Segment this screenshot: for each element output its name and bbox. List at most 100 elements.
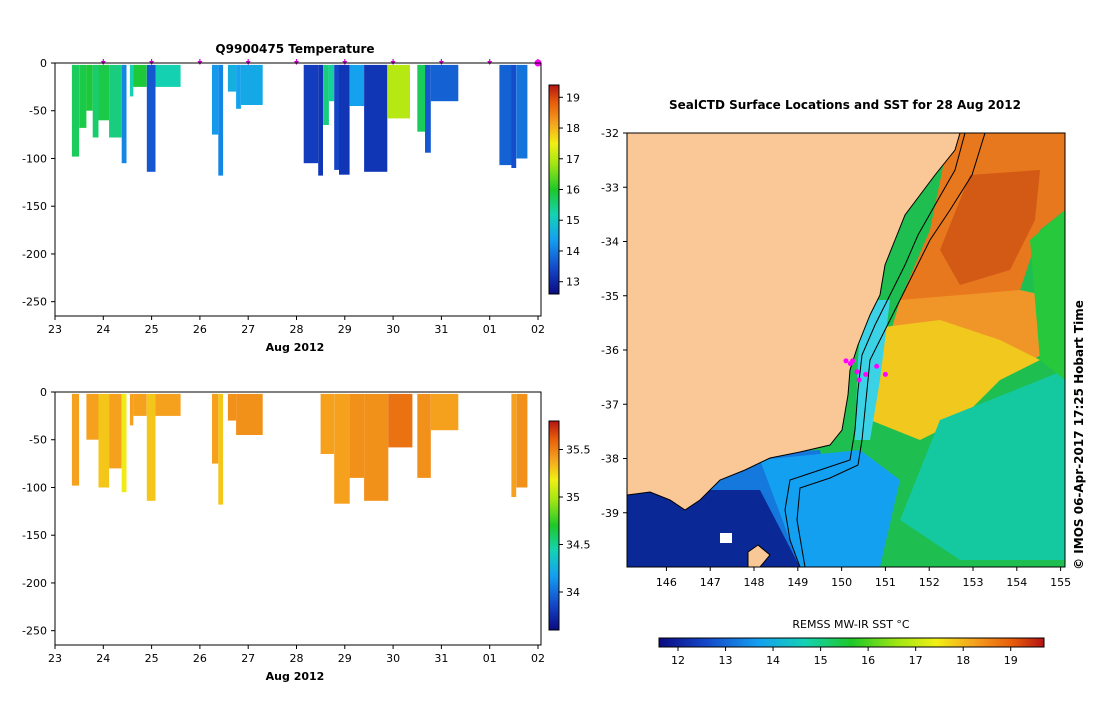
profile-bar (349, 393, 365, 478)
island (747, 544, 771, 567)
date-tick-label: 23 (48, 323, 62, 336)
colorbar-tick-label: 16 (566, 184, 580, 197)
profile-bar (218, 64, 224, 176)
sst-map-panel: SealCTD Surface Locations and SST for 28… (601, 98, 1086, 667)
profile-bar (417, 64, 425, 132)
profile-bar (146, 393, 156, 501)
profile-bar (318, 64, 323, 176)
salinity-colorbar (548, 420, 560, 631)
profile-bar (129, 64, 134, 97)
date-tick-label: 24 (96, 652, 110, 665)
latitude-tick-label: -32 (601, 127, 619, 140)
bathymetry-contour-shallow (784, 133, 966, 567)
longitude-tick-label: 155 (1050, 576, 1071, 589)
colorbar-tick-label: 13 (566, 276, 580, 289)
temperature-colorbar-ticks: 13 14 15 16 17 18 19 (559, 91, 580, 289)
profile-bar (303, 64, 319, 164)
seal-location-point (874, 363, 880, 369)
longitude-tick-label: 151 (875, 576, 896, 589)
profile-bar (511, 393, 517, 497)
profile-bar (109, 393, 122, 469)
profile-bar (155, 64, 181, 87)
map-content (627, 133, 1065, 567)
colorbar-tick-label: 17 (566, 153, 580, 166)
map-credit: © IMOS 06-Apr-2017 17:25 Hobart Time (1072, 300, 1086, 570)
profile-bar (320, 393, 335, 454)
salinity-plot-frame (54, 391, 542, 646)
temperature-section-panel: Q9900475 Temperature 0 -50 -100 -150 -200 -25… (22, 42, 580, 354)
profile-bar (516, 64, 528, 159)
longitude-tick-label: 149 (787, 576, 808, 589)
temperature-profiles (71, 64, 528, 176)
sst-colorbar-tick-label: 12 (671, 654, 685, 667)
latitude-tick-label: -37 (601, 398, 619, 411)
depth-tick-label: -150 (22, 200, 47, 213)
salinity-section-panel: 0 -50 -100 -150 -200 -250 23 24 25 26 27 28 29 30 31 0… (22, 386, 590, 683)
date-tick-label: 01 (483, 652, 497, 665)
profile-bar (133, 64, 147, 87)
longitude-tick-label: 146 (656, 576, 677, 589)
sst-hot-core-region (940, 170, 1040, 285)
latitude-tick-label: -38 (601, 453, 619, 466)
profile-bar (236, 64, 241, 109)
profile-bar (236, 393, 263, 435)
date-tick-label: 28 (290, 652, 304, 665)
seal-location-point (863, 371, 869, 377)
date-tick-label: 02 (531, 652, 545, 665)
seal-location-point (856, 377, 862, 383)
colorbar-tick-label: 34.5 (566, 539, 591, 552)
sst-colorbar (658, 637, 1045, 648)
longitude-tick-label: 152 (919, 576, 940, 589)
profile-bar (98, 64, 110, 121)
longitude-tick-label: 147 (700, 576, 721, 589)
profile-bar (155, 393, 181, 416)
profile-bar (364, 64, 388, 172)
sst-colorbar-ticks: 12 13 14 15 16 17 18 19 (671, 647, 1018, 667)
profile-bar (86, 64, 93, 111)
profile-bar (516, 393, 528, 488)
longitude-tick-label: 150 (831, 576, 852, 589)
temperature-time-axis: 23 24 25 26 27 28 29 30 31 01 02 (48, 316, 545, 336)
profile-bar (212, 64, 219, 135)
colorbar-tick-label: 34 (566, 586, 580, 599)
profile-bar (121, 64, 127, 164)
salinity-depth-axis: 0 -50 -100 -150 -200 -250 (22, 386, 55, 638)
profile-bar (71, 393, 80, 486)
sst-colorbar-label: REMSS MW-IR SST °C (792, 618, 910, 631)
seal-location-point (850, 358, 856, 364)
profile-bar (227, 64, 237, 92)
date-tick-label: 29 (338, 323, 352, 336)
sst-colorbar-tick-label: 18 (956, 654, 970, 667)
profile-bar (349, 64, 365, 106)
colorbar-tick-label: 35 (566, 491, 580, 504)
profile-bar (339, 64, 350, 175)
sst-yellow-front-region (860, 320, 1040, 440)
longitude-tick-label: 153 (963, 576, 984, 589)
colorbar-tick-label: 15 (566, 214, 580, 227)
depth-tick-label: -50 (29, 434, 47, 447)
date-tick-label: 23 (48, 652, 62, 665)
temperature-plot-frame (54, 62, 542, 317)
date-tick-label: 26 (193, 323, 207, 336)
bathymetry-contour-deep (796, 133, 986, 567)
sst-green-offshore-region (1030, 210, 1065, 380)
temperature-panel-title: Q9900475 Temperature (215, 42, 374, 56)
temperature-x-label: Aug 2012 (266, 341, 325, 354)
latitude-tick-label: -36 (601, 344, 619, 357)
sst-light-blue-coastal-region (855, 300, 890, 440)
date-tick-label: 30 (386, 652, 400, 665)
sst-midblue-region (760, 450, 900, 567)
seal-location-point (854, 369, 860, 375)
profile-bar (430, 64, 459, 102)
profile-bar (98, 393, 110, 488)
no-data-patch (720, 533, 732, 543)
profile-bar (364, 393, 389, 501)
colorbar-tick-label: 14 (566, 245, 580, 258)
profile-bar (129, 393, 134, 426)
profile-bar (241, 64, 263, 105)
salinity-colorbar-ticks: 34 34.5 35 35.5 (559, 444, 591, 599)
date-tick-label: 28 (290, 323, 304, 336)
salinity-time-axis: 23 24 25 26 27 28 29 30 31 01 02 (48, 645, 545, 665)
latitude-tick-label: -33 (601, 181, 619, 194)
